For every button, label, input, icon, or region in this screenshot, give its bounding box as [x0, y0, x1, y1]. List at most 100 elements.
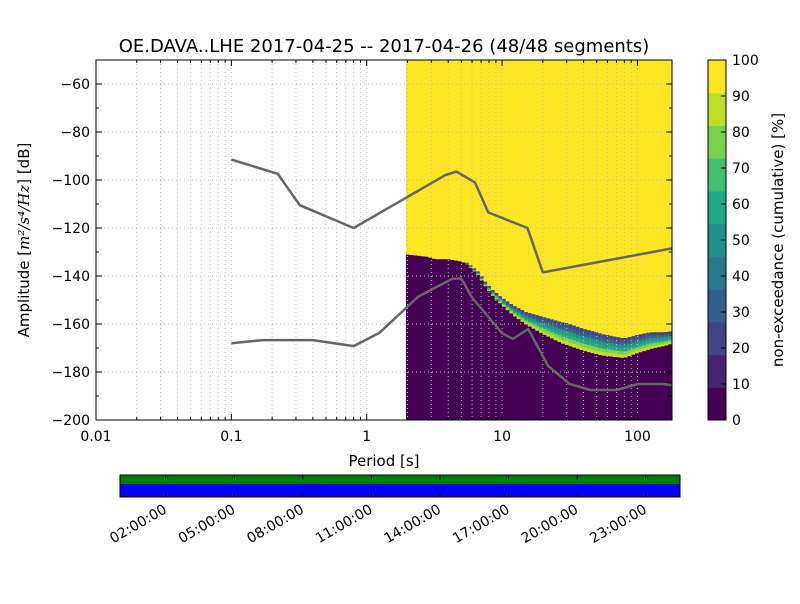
heatmap-cell-transition: [490, 292, 496, 295]
heatmap-cell-transition: [557, 334, 562, 339]
heatmap-cell-transition: [635, 341, 640, 345]
heatmap-cell-high: [468, 60, 474, 268]
heatmap-cell-low: [642, 350, 647, 420]
heatmap-cell-transition: [638, 343, 644, 347]
heatmap-cell-transition: [531, 318, 536, 322]
noise-model-nlnm: [231, 277, 672, 392]
heatmap-cell-transition: [609, 352, 614, 357]
heatmap-cell-low: [550, 338, 555, 420]
heatmap-cell-high: [561, 60, 566, 344]
heatmap-cell-low: [417, 255, 422, 420]
heatmap-cell-transition: [590, 345, 596, 350]
heatmap-cell-transition: [476, 273, 481, 274]
heatmap-cell-high: [538, 60, 544, 333]
heatmap-cell-transition: [653, 337, 658, 341]
heatmap-cell-transition: [487, 289, 492, 292]
heatmap-cell-transition: [516, 313, 522, 316]
heatmap-cell-transition: [627, 343, 632, 347]
heatmap-cell-transition: [638, 348, 644, 353]
heatmap-cell-transition: [590, 341, 596, 346]
y-tick-label: −100: [52, 173, 90, 189]
heatmap-cell-transition: [568, 338, 573, 343]
heatmap-cell-transition: [594, 339, 599, 344]
heatmap-cell-transition: [472, 270, 477, 272]
heatmap-cell-transition: [609, 342, 614, 347]
heatmap-cell-transition: [498, 296, 503, 298]
heatmap-cell-high: [598, 60, 603, 355]
colorbar-tick-label: 10: [732, 377, 750, 393]
heatmap-cell-transition: [535, 317, 540, 321]
heatmap-cell-transition: [587, 337, 592, 342]
heatmap-cell-transition: [657, 341, 662, 345]
heatmap-cell-transition: [505, 302, 511, 305]
heatmap-cell-transition: [531, 314, 536, 317]
heatmap-cell-low: [446, 259, 451, 420]
heatmap-cell-low: [583, 350, 588, 420]
heatmap-cell-high: [653, 60, 658, 348]
heatmap-cell-low: [490, 295, 496, 420]
heatmap-cell-high: [505, 60, 511, 310]
heatmap-cell-transition: [668, 337, 672, 341]
colorbar-tick-label: 60: [732, 197, 750, 213]
heatmap-cell-transition: [509, 311, 514, 314]
heatmap-cell-high: [479, 60, 485, 280]
heatmap-cell-transition: [483, 283, 488, 285]
colorbar-tick-label: 70: [732, 161, 750, 177]
heatmap-cell-transition: [668, 339, 672, 343]
heatmap-cell-transition: [505, 306, 511, 309]
heatmap-cell-transition: [657, 332, 662, 336]
heatmap-cell-transition: [664, 338, 669, 342]
heatmap-cell-high: [568, 60, 573, 346]
y-axis-label-suffix: ] [dB]: [15, 143, 33, 185]
heatmap-cell-transition: [479, 279, 485, 281]
heatmap-cell-transition: [509, 308, 514, 311]
heatmap-cell-transition: [505, 301, 511, 304]
time-tick-label: 11:00:00: [313, 502, 375, 547]
heatmap-cell-low: [439, 259, 444, 420]
heatmap-cell-transition: [612, 343, 618, 347]
heatmap-cell-high: [431, 60, 437, 259]
heatmap-cell-transition: [527, 317, 533, 321]
heatmap-cell-transition: [542, 317, 547, 321]
heatmap-cell-transition: [561, 339, 566, 344]
heatmap-cell-high: [446, 60, 451, 260]
heatmap-cell-high: [664, 60, 669, 346]
heatmap-cell-transition: [568, 327, 573, 332]
heatmap-cell-transition: [612, 349, 618, 354]
heatmap-cell-transition: [498, 297, 503, 299]
heatmap-cell-transition: [520, 313, 525, 317]
y-axis-label-unit: m²/s⁴/Hz: [15, 185, 33, 250]
heatmap-cell-low: [598, 354, 603, 420]
heatmap-cell-transition: [623, 350, 629, 355]
heatmap-cell-transition: [620, 337, 625, 342]
heatmap-cell-transition: [646, 346, 651, 350]
heatmap-cell-transition: [575, 334, 581, 339]
heatmap-cell-transition: [468, 265, 474, 267]
heatmap-cell-transition: [649, 345, 655, 349]
heatmap-cell-transition: [612, 353, 618, 357]
y-tick-label: −80: [60, 125, 90, 141]
heatmap-cell-transition: [657, 339, 662, 343]
heatmap-cell-high: [583, 60, 588, 351]
heatmap-cell-transition: [538, 327, 544, 331]
heatmap-cell-transition: [616, 340, 621, 345]
heatmap-cell-transition: [479, 277, 485, 279]
heatmap-cell-low: [594, 353, 599, 420]
heatmap-cell-transition: [638, 337, 644, 341]
heatmap-cell-transition: [638, 340, 644, 344]
heatmap-cell-transition: [542, 325, 547, 330]
heatmap-cell-low: [420, 256, 426, 420]
heatmap-cell-transition: [498, 301, 503, 304]
colorbar-tick-label: 30: [732, 305, 750, 321]
heatmap-cell-transition: [542, 323, 547, 327]
heatmap-cell-transition: [550, 334, 555, 339]
heatmap-cell-high: [590, 60, 596, 353]
heatmap-cell-transition: [572, 325, 577, 330]
heatmap-cell-transition: [575, 326, 581, 331]
heatmap-cell-transition: [520, 315, 525, 319]
heatmap-cell-transition: [524, 316, 529, 319]
heatmap-cell-transition: [627, 337, 632, 341]
heatmap-cell-transition: [509, 307, 514, 309]
heatmap-cell-transition: [465, 262, 470, 264]
colorbar: 0 10 20 30 40 50 60 70 80 90 100: [707, 53, 759, 429]
